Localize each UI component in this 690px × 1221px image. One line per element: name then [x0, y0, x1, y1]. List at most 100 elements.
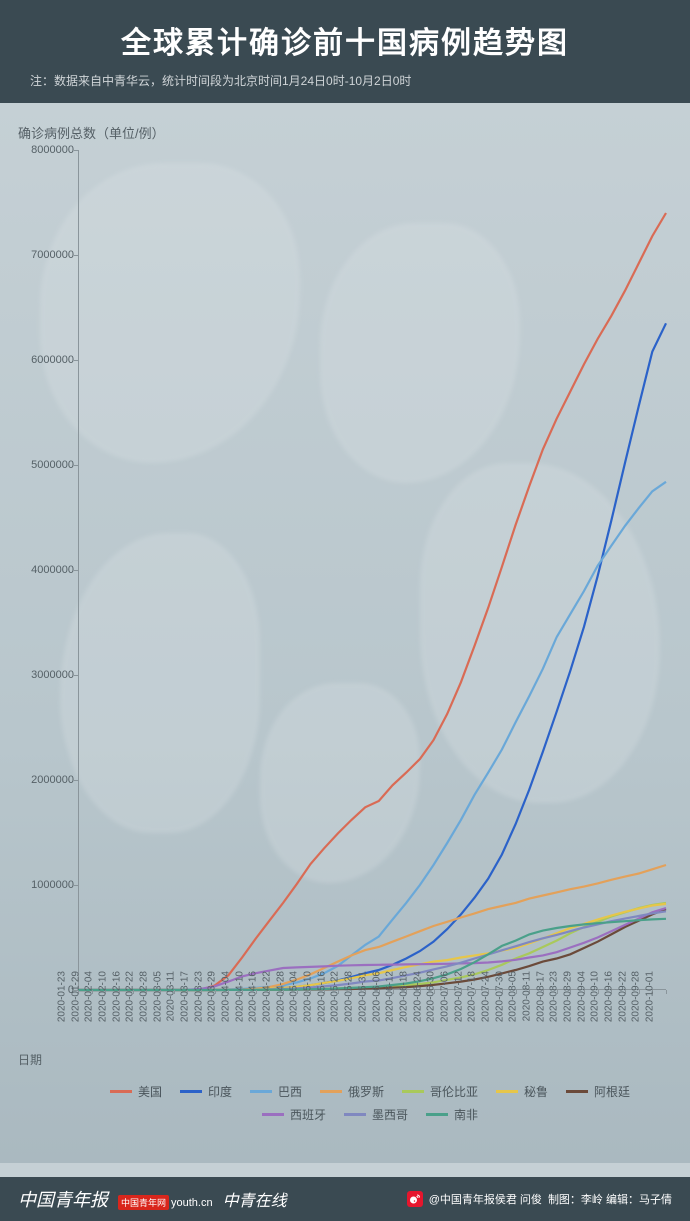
x-tick: 2020-02-16	[111, 971, 122, 1022]
youth-badge: 中国青年网	[118, 1195, 169, 1210]
x-tick: 2020-06-06	[371, 971, 382, 1022]
legend-item: 南非	[426, 1106, 478, 1123]
x-tick: 2020-07-30	[494, 971, 505, 1022]
x-tick: 2020-05-22	[330, 971, 341, 1022]
x-tick: 2020-05-10	[303, 971, 314, 1022]
legend-label: 南非	[454, 1106, 478, 1123]
legend-label: 巴西	[278, 1083, 302, 1100]
x-tick: 2020-04-04	[221, 971, 232, 1022]
legend-label: 美国	[138, 1083, 162, 1100]
x-tick: 2020-06-12	[385, 971, 396, 1022]
legend: 美国 印度 巴西 俄罗斯 哥伦比亚 秘鲁 阿根廷西班牙 墨西哥 南非	[70, 1083, 670, 1123]
legend-item: 印度	[180, 1083, 232, 1100]
x-tick: 2020-08-23	[549, 971, 560, 1022]
y-tickmark	[74, 465, 78, 466]
x-tickmark	[666, 990, 667, 994]
header: 全球累计确诊前十国病例趋势图 注：数据来自中青华云，统计时间段为北京时间1月24…	[0, 0, 690, 103]
page-title: 全球累计确诊前十国病例趋势图	[24, 18, 666, 62]
legend-item: 阿根廷	[566, 1083, 630, 1100]
x-tick: 2020-05-28	[344, 971, 355, 1022]
legend-item: 秘鲁	[496, 1083, 548, 1100]
legend-item: 墨西哥	[344, 1106, 408, 1123]
legend-item: 巴西	[250, 1083, 302, 1100]
series-line	[78, 323, 666, 990]
y-tick: 7000000	[31, 249, 74, 261]
y-tick: 4000000	[31, 564, 74, 576]
x-tick: 2020-02-04	[84, 971, 95, 1022]
y-tick: 6000000	[31, 354, 74, 366]
y-tickmark	[74, 255, 78, 256]
x-tick: 2020-09-04	[576, 971, 587, 1022]
x-tick: 2020-09-28	[631, 971, 642, 1022]
y-tick: 5000000	[31, 459, 74, 471]
footer-credits: @中国青年报侯君 问俊 制图：李岭 编辑：马子倩	[407, 1191, 672, 1207]
x-tick: 2020-04-28	[275, 971, 286, 1022]
x-tick: 2020-07-12	[453, 971, 464, 1022]
legend-swatch	[496, 1090, 518, 1093]
legend-swatch	[262, 1113, 284, 1116]
x-tick: 2020-04-10	[234, 971, 245, 1022]
x-tick: 2020-05-16	[316, 971, 327, 1022]
y-tick: 3000000	[31, 669, 74, 681]
x-tick: 2020-05-31	[357, 971, 368, 1022]
legend-item: 西班牙	[262, 1106, 326, 1123]
legend-label: 墨西哥	[372, 1106, 408, 1123]
plot: 0100000020000003000000400000050000006000…	[78, 150, 666, 990]
x-axis-ticks: 2020-01-232020-01-292020-02-042020-02-10…	[62, 965, 650, 1055]
legend-swatch	[566, 1090, 588, 1093]
footer-logos: 中国青年报 中国青年网 youth.cn 中青在线	[18, 1186, 287, 1212]
footer: 中国青年报 中国青年网 youth.cn 中青在线 @中国青年报侯君 问俊 制图…	[0, 1177, 690, 1221]
legend-swatch	[320, 1090, 342, 1093]
x-tick: 2020-02-28	[139, 971, 150, 1022]
x-tick: 2020-02-10	[98, 971, 109, 1022]
y-axis-label: 确诊病例总数（单位/例）	[16, 123, 674, 142]
legend-swatch	[180, 1090, 202, 1093]
legend-label: 哥伦比亚	[430, 1083, 478, 1100]
x-tick: 2020-03-11	[166, 971, 177, 1021]
legend-swatch	[344, 1113, 366, 1116]
legend-item: 俄罗斯	[320, 1083, 384, 1100]
y-tickmark	[74, 570, 78, 571]
y-axis: 0100000020000003000000400000050000006000…	[18, 150, 74, 990]
chart-area: 确诊病例总数（单位/例） 010000002000000300000040000…	[0, 103, 690, 1163]
x-tick: 2020-04-16	[248, 971, 259, 1022]
credit-text: 制图：李岭 编辑：马子倩	[548, 1191, 672, 1207]
x-tick: 2020-06-30	[426, 971, 437, 1022]
y-tick: 2000000	[31, 774, 74, 786]
x-tick: 2020-10-01	[645, 971, 656, 1022]
y-tick: 1000000	[31, 879, 74, 891]
x-tick: 2020-06-18	[398, 971, 409, 1022]
y-tickmark	[74, 150, 78, 151]
x-tick: 2020-01-29	[70, 971, 81, 1022]
y-tick: 8000000	[31, 144, 74, 156]
x-tick: 2020-06-24	[412, 971, 423, 1022]
logo-youth: 中国青年网 youth.cn	[118, 1195, 213, 1210]
legend-label: 西班牙	[290, 1106, 326, 1123]
logo-zqzx: 中青在线	[223, 1187, 287, 1211]
legend-label: 阿根廷	[594, 1083, 630, 1100]
legend-swatch	[426, 1113, 448, 1116]
x-tick: 2020-05-04	[289, 971, 300, 1022]
legend-item: 美国	[110, 1083, 162, 1100]
x-tick: 2020-03-17	[180, 971, 191, 1022]
logo-cyd: 中国青年报	[18, 1186, 108, 1212]
x-tick: 2020-08-11	[521, 971, 532, 1021]
y-tickmark	[74, 360, 78, 361]
y-tickmark	[74, 885, 78, 886]
legend-label: 印度	[208, 1083, 232, 1100]
weibo-handle: @中国青年报侯君 问俊	[429, 1191, 542, 1207]
x-tick: 2020-07-06	[439, 971, 450, 1022]
page-subtitle: 注：数据来自中青华云，统计时间段为北京时间1月24日0时-10月2日0时	[24, 72, 666, 89]
y-tickmark	[74, 675, 78, 676]
x-tick: 2020-09-22	[617, 971, 628, 1022]
x-tick: 2020-09-10	[590, 971, 601, 1022]
x-tick: 2020-09-16	[603, 971, 614, 1022]
y-tickmark	[74, 780, 78, 781]
weibo-icon	[407, 1191, 423, 1207]
legend-swatch	[250, 1090, 272, 1093]
x-tick: 2020-07-18	[467, 971, 478, 1022]
legend-item: 哥伦比亚	[402, 1083, 478, 1100]
chart-lines	[78, 150, 666, 990]
x-tick: 2020-08-05	[508, 971, 519, 1022]
x-tick: 2020-08-17	[535, 971, 546, 1022]
